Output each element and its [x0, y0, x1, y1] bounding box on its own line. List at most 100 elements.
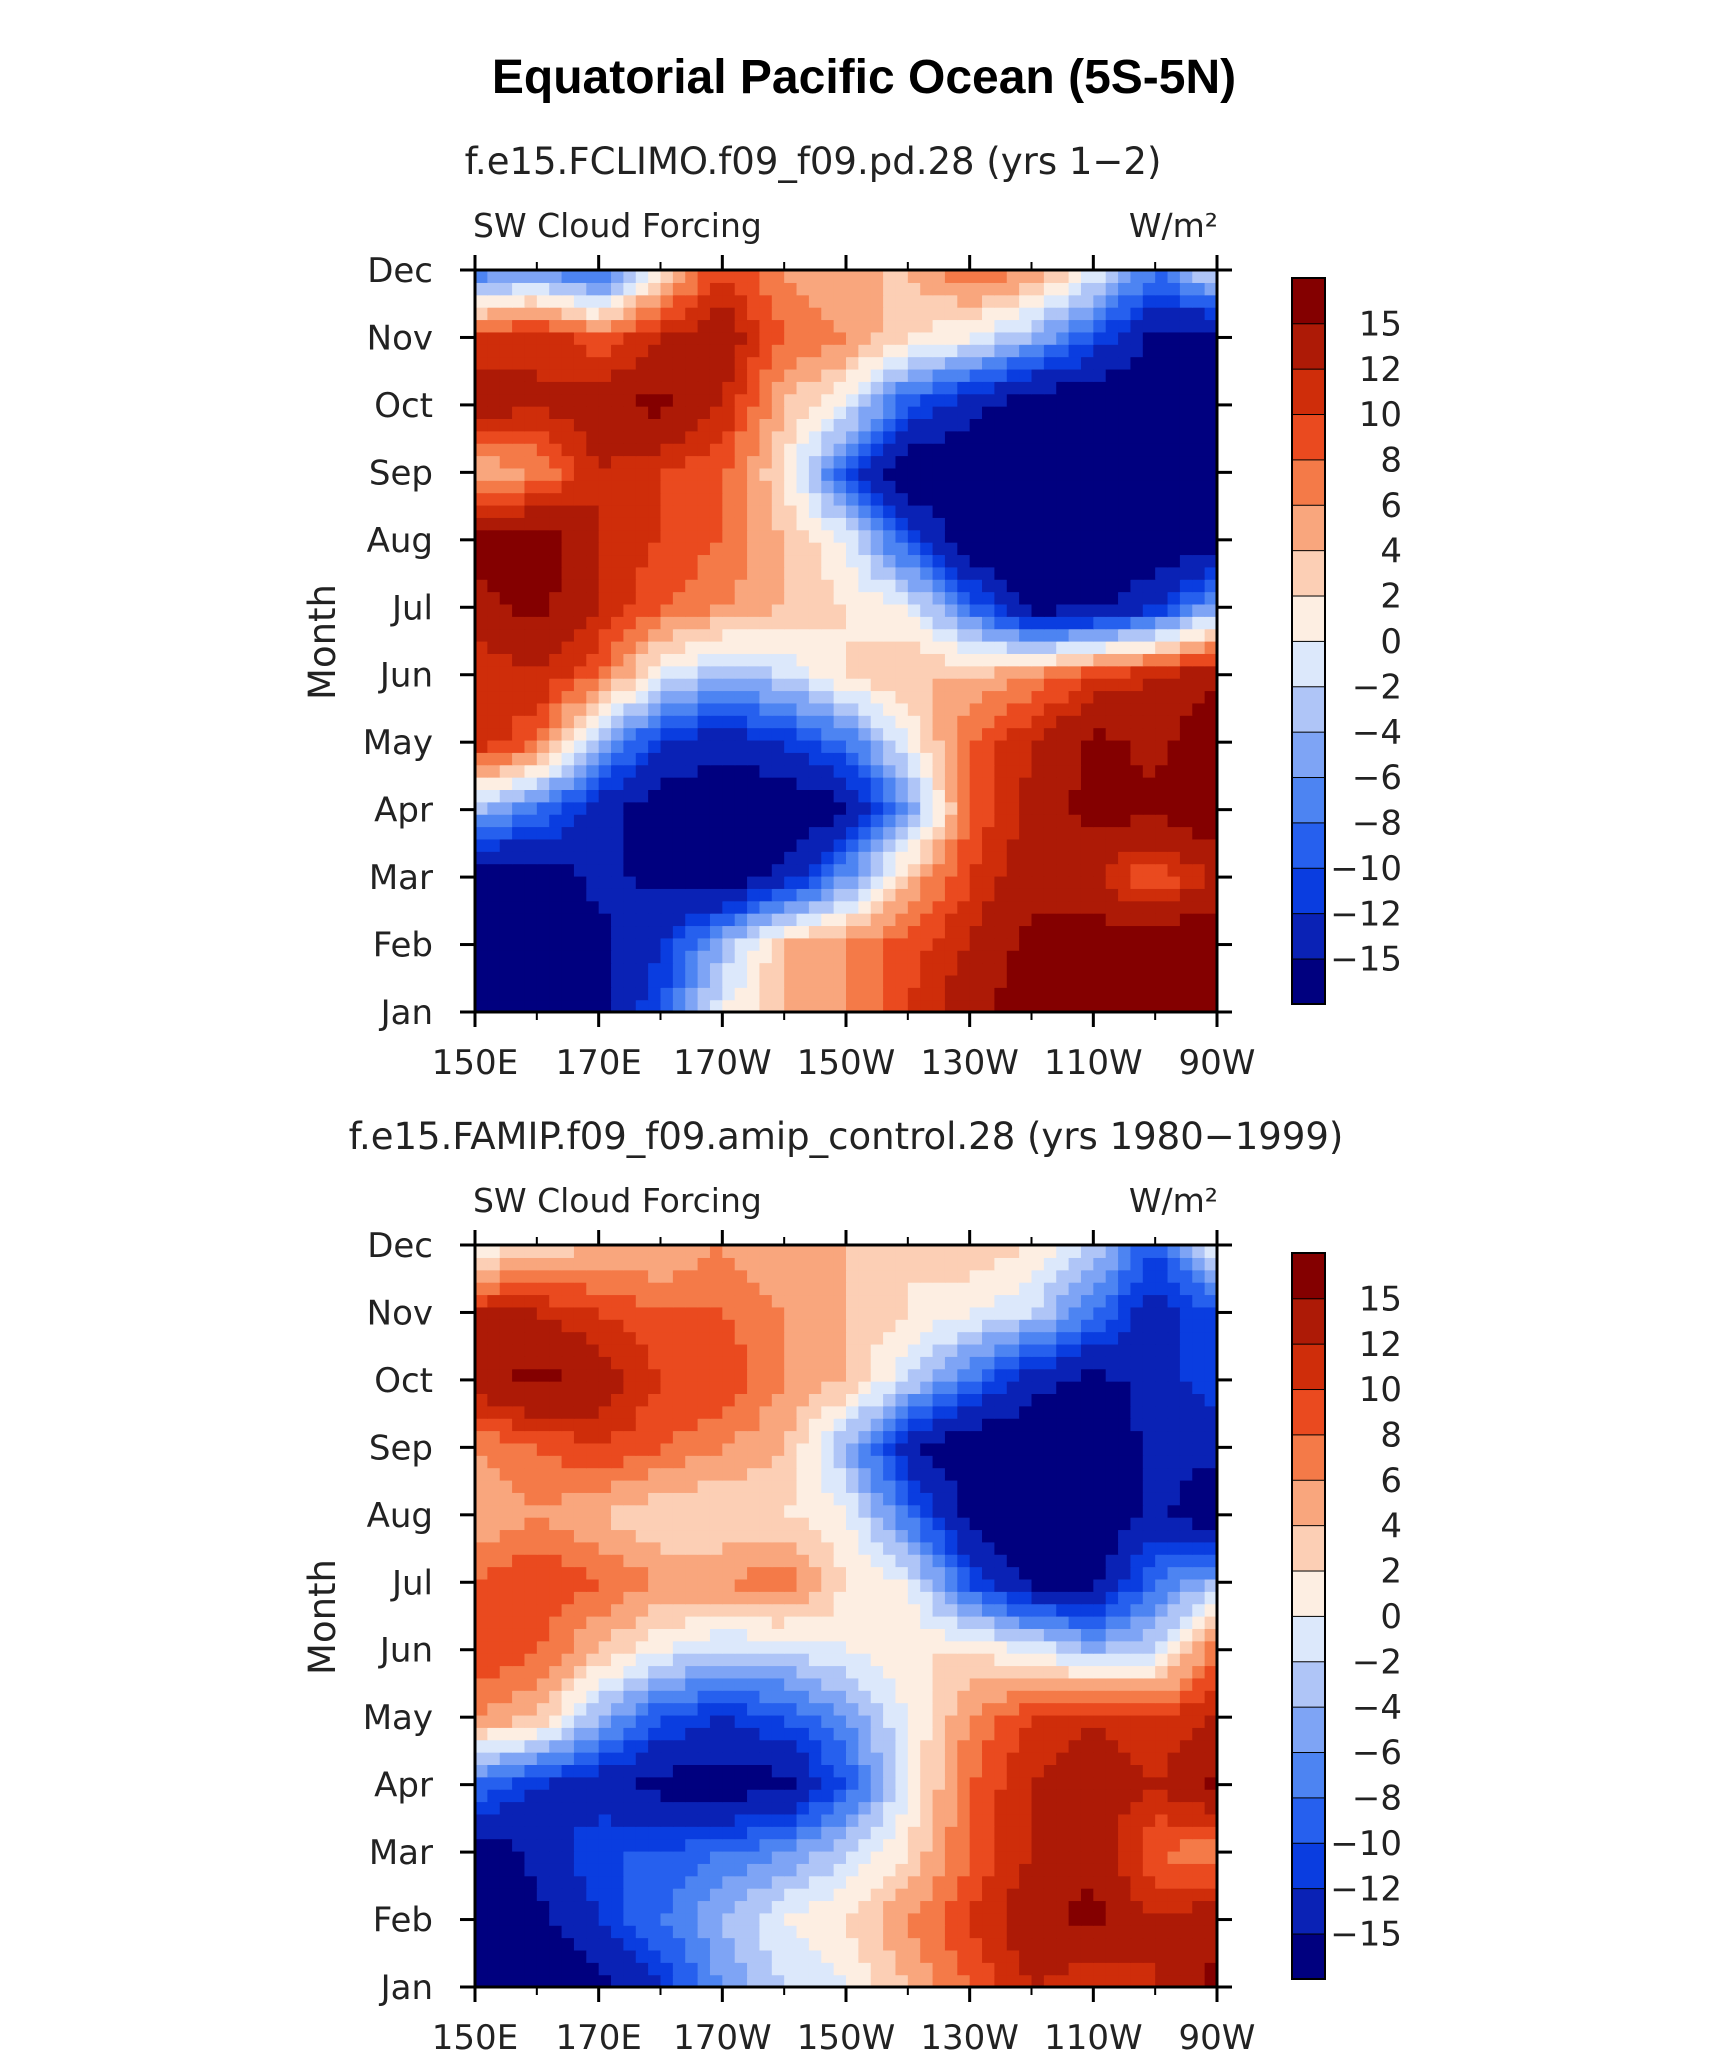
- heat-cell: [1155, 1813, 1169, 1827]
- heat-cell: [932, 1838, 946, 1852]
- heat-cell: [944, 913, 958, 927]
- heat-cell: [969, 492, 983, 506]
- heat-cell: [1056, 987, 1070, 1001]
- heat-cell: [932, 270, 946, 283]
- heat-cell: [573, 1813, 587, 1827]
- heat-cell: [635, 974, 649, 988]
- heat-cell: [1192, 777, 1206, 790]
- heat-cell: [598, 1739, 612, 1753]
- heat-cell: [648, 1875, 662, 1889]
- heat-cell: [1179, 727, 1193, 741]
- heat-cell: [1068, 344, 1082, 358]
- heat-cell: [487, 814, 501, 828]
- heat-cell: [833, 863, 847, 877]
- heat-cell: [982, 789, 995, 803]
- heat-cell: [920, 838, 934, 852]
- heat-cell: [475, 418, 488, 432]
- units-label: W/m²: [1129, 206, 1218, 245]
- y-tick-label: Mar: [369, 858, 433, 898]
- heat-cell: [870, 294, 884, 308]
- left-string: SW Cloud Forcing: [473, 206, 762, 245]
- heat-cell: [1179, 282, 1193, 296]
- heat-cell: [870, 838, 884, 852]
- heat-cell: [1043, 925, 1057, 939]
- heat-cell: [1093, 937, 1107, 951]
- heat-cell: [648, 1776, 662, 1790]
- heat-cell: [722, 1727, 736, 1741]
- heat-cell: [1179, 381, 1193, 395]
- heat-cell: [1031, 727, 1045, 741]
- heat-cell: [994, 517, 1008, 531]
- heat-cell: [1142, 974, 1156, 988]
- heat-cell: [685, 418, 699, 432]
- heat-cell: [747, 1776, 761, 1790]
- heat-cell: [1155, 1838, 1169, 1852]
- heat-cell: [722, 1826, 736, 1840]
- heat-cell: [586, 739, 600, 753]
- heat-cell: [1155, 789, 1169, 803]
- heat-cell: [833, 566, 847, 580]
- heat-cell: [524, 418, 538, 432]
- heat-cell: [796, 319, 810, 333]
- heat-cell: [1155, 727, 1169, 741]
- heat-cell: [1179, 702, 1193, 716]
- heat-cell: [870, 752, 884, 766]
- heat-cell: [747, 591, 761, 605]
- heat-cell: [1167, 888, 1181, 902]
- heat-cell: [1080, 616, 1094, 630]
- heat-cell: [1080, 529, 1094, 543]
- heat-cell: [685, 492, 699, 506]
- heat-cell: [1019, 875, 1033, 889]
- heat-cell: [759, 801, 773, 815]
- heat-cell: [1167, 480, 1181, 494]
- heat-cell: [660, 1752, 674, 1765]
- heat-cell: [858, 950, 872, 964]
- heat-cell: [660, 579, 674, 593]
- heat-cell: [1130, 653, 1144, 667]
- heat-cell: [1056, 467, 1070, 481]
- heat-cell: [635, 987, 649, 1001]
- heat-cell: [784, 393, 798, 407]
- heat-cell: [722, 888, 736, 902]
- heat-cell: [709, 1764, 723, 1778]
- heat-cell: [549, 826, 563, 840]
- heat-cell: [846, 974, 859, 988]
- heat-cell: [623, 690, 637, 704]
- heat-cell: [586, 913, 600, 927]
- heat-cell: [685, 950, 699, 964]
- heat-cell: [747, 739, 761, 753]
- heat-cell: [1118, 739, 1132, 753]
- heat-cell: [1118, 950, 1132, 964]
- heat-cell: [858, 937, 872, 951]
- heat-cell: [833, 987, 847, 1001]
- heat-cell: [1105, 925, 1119, 939]
- heat-cell: [846, 1974, 859, 1988]
- heat-cell: [759, 814, 773, 828]
- heat-cell: [586, 1850, 600, 1864]
- heat-cell: [1118, 1813, 1132, 1827]
- heat-cell: [611, 579, 624, 593]
- heat-cell: [759, 665, 773, 679]
- heat-cell: [1019, 430, 1033, 444]
- heat-cell: [722, 999, 736, 1013]
- heat-cell: [1204, 628, 1218, 642]
- heat-cell: [1080, 690, 1094, 704]
- heat-cell: [846, 1764, 859, 1778]
- heat-cell: [685, 1863, 699, 1877]
- heat-cell: [858, 1949, 872, 1963]
- heat-cell: [611, 690, 624, 704]
- heat-cell: [1204, 1875, 1218, 1889]
- colorbar-box: [1291, 685, 1326, 733]
- heat-cell: [821, 913, 835, 927]
- heat-cell: [549, 863, 563, 877]
- heat-cell: [1155, 641, 1169, 654]
- heat-cell: [920, 690, 934, 704]
- heat-cell: [1093, 653, 1107, 667]
- heat-cell: [920, 418, 934, 432]
- heat-cell: [648, 814, 662, 828]
- heat-cell: [858, 690, 872, 704]
- heat-cell: [549, 1789, 563, 1803]
- heat-cell: [1155, 579, 1169, 593]
- heat-cell: [1056, 517, 1070, 531]
- heat-cell: [759, 406, 773, 419]
